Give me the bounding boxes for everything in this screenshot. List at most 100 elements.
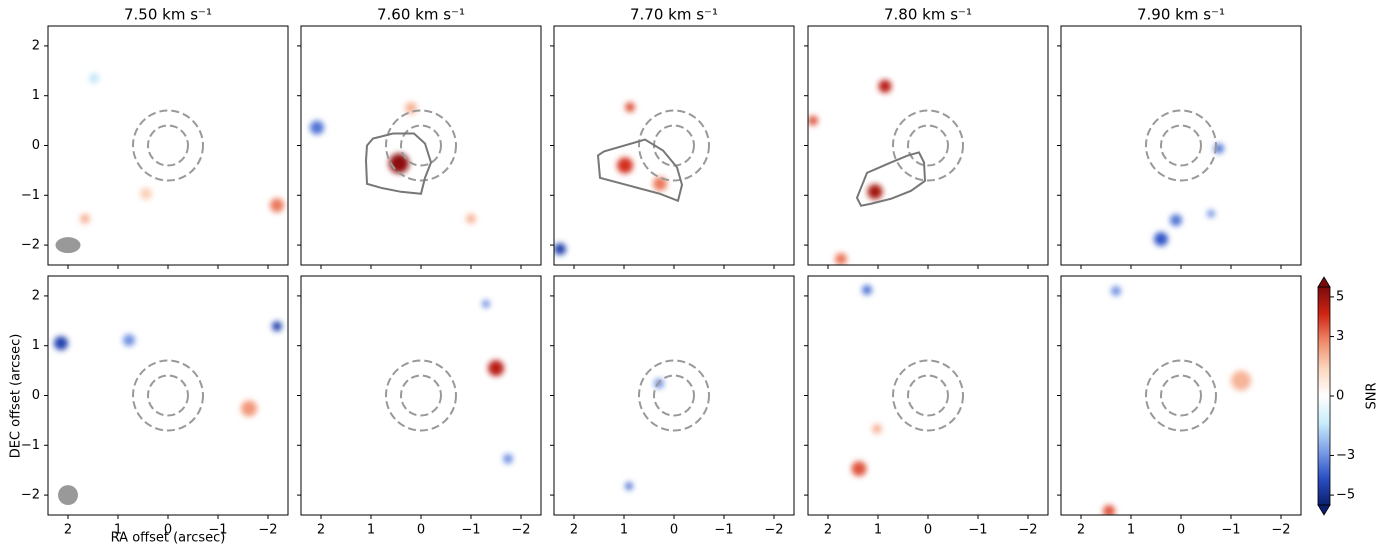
x-tick-label: −2 — [511, 523, 530, 538]
aperture-circle — [385, 359, 457, 432]
emission-blob — [1154, 232, 1168, 247]
panel — [554, 26, 794, 265]
y-axis-label: DEC offset (arcsec) — [9, 334, 24, 459]
emission-blob — [1231, 370, 1251, 391]
emission-blob — [851, 461, 867, 477]
emission-blob — [272, 321, 282, 332]
aperture-circle — [147, 374, 189, 417]
y-tick-label: −2 — [21, 488, 40, 503]
x-tick-label: 2 — [570, 523, 578, 538]
panel-bg — [301, 276, 541, 515]
aperture-circle — [132, 109, 204, 182]
x-axis-label: RA offset (arcsec) — [111, 531, 226, 546]
aperture-circle — [907, 374, 949, 417]
x-tick-label: −1 — [461, 523, 480, 538]
emission-blob — [808, 115, 818, 126]
panel-bg — [554, 26, 794, 265]
panel — [554, 276, 794, 515]
emission-blob — [80, 213, 90, 224]
panel — [808, 26, 1048, 265]
x-tick-label: 0 — [924, 523, 932, 538]
emission-blob — [405, 102, 417, 115]
emission-blob — [1103, 505, 1115, 515]
aperture-circle — [1160, 124, 1202, 167]
emission-blob — [617, 157, 633, 174]
aperture-circle — [1145, 109, 1217, 182]
x-tick-label: 0 — [1177, 523, 1185, 538]
emission-blob — [625, 102, 635, 113]
panel-bg — [808, 26, 1048, 265]
aperture-circle — [400, 124, 442, 167]
beam — [55, 237, 81, 254]
emission-blob — [503, 453, 513, 464]
emission-blob — [625, 482, 633, 491]
panel-title: 7.80 km s⁻¹ — [884, 6, 972, 24]
panel-bg — [301, 26, 541, 265]
y-tick-label: −1 — [21, 188, 40, 203]
contour — [855, 151, 927, 207]
panel — [48, 26, 288, 265]
emission-blob — [867, 184, 883, 200]
emission-blob — [835, 253, 847, 265]
contour — [596, 138, 684, 203]
panel-bg — [808, 276, 1048, 515]
colorbar-tick-label: 0 — [1336, 389, 1344, 404]
panel-bg — [554, 276, 794, 515]
panel — [301, 26, 541, 265]
aperture-circle — [400, 374, 442, 417]
emission-blob — [653, 176, 667, 191]
colorbar-tick-label: −3 — [1336, 448, 1355, 463]
emission-blob — [241, 400, 257, 417]
y-tick-label: 0 — [32, 388, 40, 403]
emission-blob — [482, 299, 490, 308]
contour — [364, 132, 433, 195]
panel-bg — [1061, 276, 1301, 515]
emission-blob — [878, 79, 892, 93]
aperture-circle — [147, 124, 189, 167]
colorbar-tick-label: −5 — [1336, 488, 1355, 503]
emission-blob — [1111, 285, 1121, 296]
aperture-circle — [1160, 374, 1202, 417]
panel — [1061, 276, 1301, 515]
emission-blob — [862, 284, 872, 295]
aperture-circle — [385, 109, 457, 182]
colorbar-tick-label: 3 — [1336, 329, 1344, 344]
panel-title: 7.60 km s⁻¹ — [377, 6, 465, 24]
x-tick-label: 1 — [874, 523, 882, 538]
panel — [48, 276, 288, 515]
x-tick-label: 1 — [114, 523, 122, 538]
emission-blob — [140, 187, 152, 200]
y-tick-label: −2 — [21, 238, 40, 253]
colorbar-extend-low — [1317, 504, 1331, 516]
panel-title: 7.90 km s⁻¹ — [1137, 6, 1225, 24]
colorbar-tick-label: 5 — [1336, 289, 1344, 304]
aperture-circle — [653, 374, 695, 417]
x-tick-label: −1 — [208, 523, 227, 538]
x-tick-label: 2 — [64, 523, 72, 538]
emission-blob — [872, 423, 882, 434]
emission-blob — [488, 360, 504, 377]
panel-bg — [1061, 26, 1301, 265]
panel — [301, 276, 541, 515]
x-tick-label: 2 — [317, 523, 325, 538]
x-tick-label: 2 — [824, 523, 832, 538]
emission-blob — [310, 120, 324, 135]
y-tick-label: 1 — [32, 88, 40, 103]
y-tick-label: 2 — [32, 38, 40, 53]
y-tick-label: 0 — [32, 138, 40, 153]
emission-blob — [54, 336, 68, 351]
panel — [1061, 26, 1301, 265]
x-tick-label: 2 — [1077, 523, 1085, 538]
panel-bg — [48, 276, 288, 515]
emission-blob — [89, 73, 99, 84]
emission-blob — [1207, 209, 1215, 218]
x-tick-label: −2 — [764, 523, 783, 538]
x-tick-label: 1 — [367, 523, 375, 538]
x-tick-label: 0 — [670, 523, 678, 538]
emission-blob — [270, 198, 284, 213]
y-tick-label: −1 — [21, 438, 40, 453]
panel-title: 7.70 km s⁻¹ — [630, 6, 718, 24]
colorbar — [1318, 287, 1330, 505]
x-tick-label: 1 — [1127, 523, 1135, 538]
